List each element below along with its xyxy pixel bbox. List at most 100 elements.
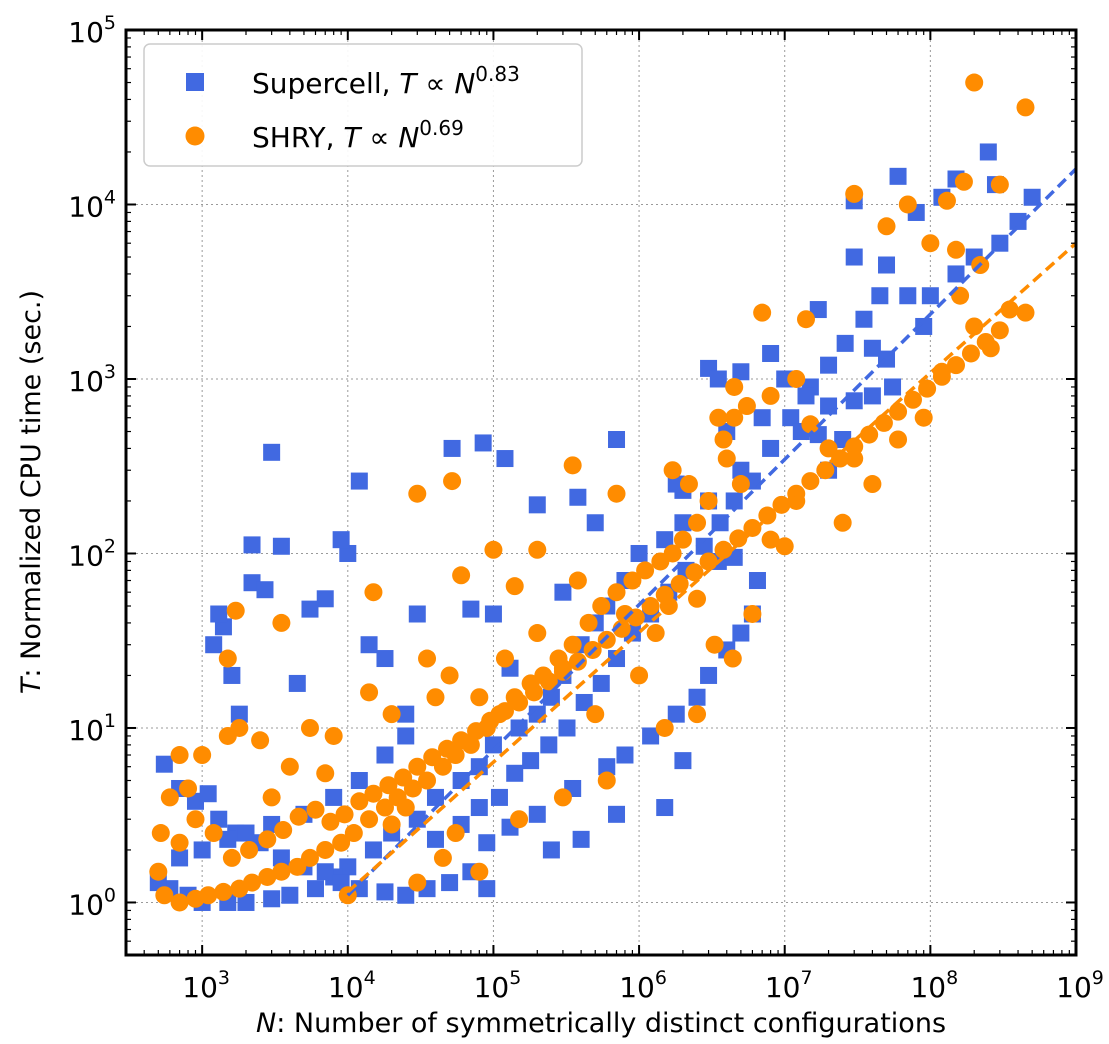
point-supercell	[237, 824, 255, 842]
point-shry	[423, 748, 442, 767]
point-shry	[360, 683, 379, 702]
legend-marker-shry	[185, 126, 205, 146]
point-shry	[874, 413, 893, 432]
point-shry	[484, 540, 503, 559]
point-shry	[321, 812, 340, 831]
point-shry	[446, 824, 465, 843]
point-supercell	[474, 434, 492, 452]
point-shry	[335, 805, 354, 824]
point-supercell	[237, 893, 255, 911]
point-shry	[816, 461, 835, 480]
fit-line-shry	[346, 241, 1078, 894]
point-supercell	[316, 590, 334, 608]
point-supercell	[656, 799, 674, 817]
fit-line-supercell	[346, 167, 1078, 897]
point-shry	[775, 537, 794, 556]
point-supercell	[171, 849, 189, 867]
point-supercell	[592, 674, 610, 692]
point-shry	[300, 848, 319, 867]
x-axis-label: N: Number of symmetrically distinct conf…	[256, 1008, 946, 1039]
point-supercell	[339, 544, 357, 562]
point-supercell	[272, 849, 290, 867]
point-supercell	[339, 858, 357, 876]
point-supercell	[748, 572, 766, 590]
point-shry	[438, 739, 457, 758]
point-shry	[845, 184, 864, 203]
point-shry	[592, 597, 611, 616]
point-shry	[280, 757, 299, 776]
point-supercell	[484, 736, 502, 754]
point-shry	[947, 240, 966, 259]
point-supercell	[782, 409, 800, 427]
point-supercell	[1023, 188, 1041, 206]
point-shry	[787, 369, 806, 388]
point-supercell	[608, 805, 626, 823]
point-shry	[646, 624, 665, 643]
point-supercell	[316, 863, 334, 881]
point-shry	[607, 583, 626, 602]
point-supercell	[878, 256, 896, 274]
point-supercell	[490, 788, 508, 806]
axis-ticks: 103 104 105 106 107 108 109 100 101 102 103 104 105	[68, 12, 1104, 1004]
point-supercell	[397, 705, 415, 723]
point-shry	[758, 506, 777, 525]
legend-box	[143, 43, 583, 167]
point-shry	[626, 608, 645, 627]
point-shry	[505, 577, 524, 596]
point-shry	[679, 475, 698, 494]
point-shry	[918, 379, 937, 398]
point-supercell	[256, 581, 274, 599]
point-shry	[737, 397, 756, 416]
point-shry	[375, 798, 394, 817]
point-supercell	[443, 439, 461, 457]
point-shry	[525, 683, 544, 702]
point-shry	[186, 889, 205, 908]
point-shry	[452, 731, 471, 750]
point-shry	[379, 776, 398, 795]
point-shry	[831, 449, 850, 468]
x-tick-label: 109	[1056, 967, 1104, 1004]
point-supercell	[272, 537, 290, 555]
point-supercell	[855, 310, 873, 328]
point-supercell	[899, 287, 917, 305]
point-supercell	[616, 746, 634, 764]
point-shry	[743, 604, 762, 623]
point-supercell	[470, 758, 488, 776]
point-shry	[731, 475, 750, 494]
point-shry	[796, 310, 815, 329]
point-shry	[568, 652, 587, 671]
point-shry	[990, 321, 1009, 340]
point-shry	[663, 461, 682, 480]
legend-series-name-shry: SHRY	[252, 121, 326, 154]
point-shry	[426, 688, 445, 707]
point-supercell	[441, 874, 459, 892]
point-supercell	[863, 339, 881, 357]
point-supercell	[426, 830, 444, 848]
legend-fit-exponent-supercell: 0.83	[475, 62, 520, 86]
point-shry	[819, 439, 838, 458]
point-shry	[193, 746, 212, 765]
point-shry	[510, 810, 529, 829]
point-shry	[300, 718, 319, 737]
point-shry	[272, 862, 291, 881]
legend-fit-exponent-shry: 0.69	[419, 116, 464, 140]
y-tick-label: 100	[68, 884, 116, 921]
point-shry	[705, 635, 724, 654]
point-shry	[230, 718, 249, 737]
point-shry	[753, 303, 772, 322]
point-shry	[898, 195, 917, 214]
point-supercell	[496, 450, 514, 468]
point-shry	[155, 886, 174, 905]
point-supercell	[281, 886, 299, 904]
point-supercell	[306, 880, 324, 898]
point-shry	[230, 879, 249, 898]
point-supercell	[575, 693, 593, 711]
point-supercell	[674, 752, 692, 770]
point-supercell	[889, 167, 907, 185]
point-supercell	[947, 265, 965, 283]
point-shry	[470, 862, 489, 881]
point-shry	[214, 882, 233, 901]
point-shry	[725, 377, 744, 396]
point-shry	[382, 705, 401, 724]
point-shry	[709, 408, 728, 427]
